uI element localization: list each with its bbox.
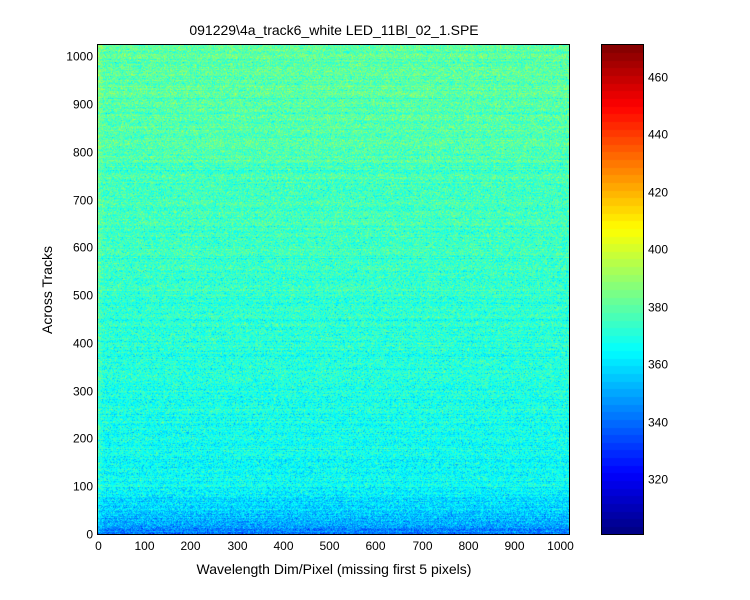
y-tick-label: 700: [73, 194, 93, 208]
x-tick-label: 900: [504, 539, 524, 553]
colorbar-tick-label: 320: [648, 473, 668, 487]
y-tick-label: 0: [86, 528, 93, 542]
plot-frame: [97, 44, 570, 535]
y-axis: 0 100 200 300 400 500 600 700 800 900 1000: [66, 50, 569, 542]
colorbar-tick-label: 420: [648, 186, 668, 200]
chart-title: 091229\4a_track6_white LED_11Bl_02_1.SPE: [189, 22, 478, 38]
y-tick-label: 1000: [66, 50, 93, 64]
y-tick-label: 400: [73, 337, 93, 351]
colorbar-tick-label: 460: [648, 71, 668, 85]
y-tick-label: 200: [73, 432, 93, 446]
x-tick-label: 700: [412, 539, 432, 553]
colorbar-tick-label: 360: [648, 358, 668, 372]
x-tick-label: 100: [134, 539, 154, 553]
heatmap-plot-area: [98, 45, 569, 534]
y-axis-label: Across Tracks: [39, 246, 55, 334]
x-tick-label: 400: [273, 539, 293, 553]
y-tick-label: 900: [73, 98, 93, 112]
colorbar-axis: 320 340 360 380 400 420 440 460: [602, 71, 668, 487]
colorbar-tick-label: 340: [648, 416, 668, 430]
x-tick-label: 600: [365, 539, 385, 553]
colorbar-tick-label: 400: [648, 243, 668, 257]
colorbar-tick-label: 380: [648, 301, 668, 315]
colorbar: [602, 45, 643, 534]
x-tick-label: 1000: [547, 539, 574, 553]
y-tick-label: 500: [73, 289, 93, 303]
x-tick-label: 0: [95, 539, 102, 553]
y-tick-label: 100: [73, 480, 93, 494]
x-axis-label: Wavelength Dim/Pixel (missing first 5 pi…: [197, 561, 472, 577]
colorbar-frame: [601, 44, 644, 535]
y-tick-label: 600: [73, 241, 93, 255]
y-tick-label: 300: [73, 385, 93, 399]
x-tick-label: 800: [458, 539, 478, 553]
colorbar-tick-label: 440: [648, 128, 668, 142]
x-tick-label: 300: [227, 539, 247, 553]
x-tick-label: 500: [319, 539, 339, 553]
x-tick-label: 200: [180, 539, 200, 553]
y-tick-label: 800: [73, 146, 93, 160]
